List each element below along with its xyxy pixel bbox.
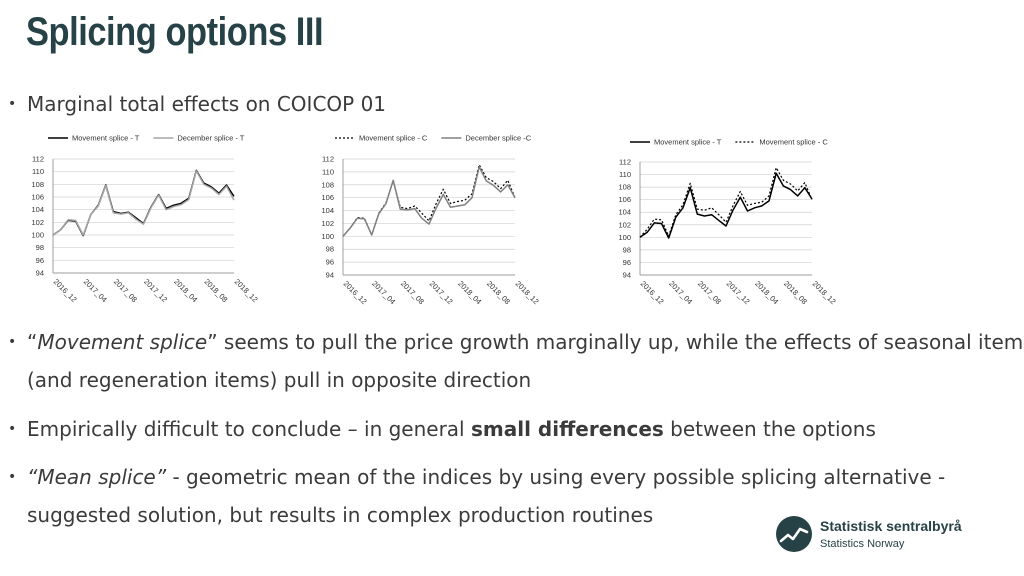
x-tick-label: 2018_12 [811, 279, 838, 306]
text-run: (and regeneration items) pull in opposit… [27, 368, 532, 392]
y-tick-label: 98 [623, 245, 631, 254]
y-tick-label: 102 [31, 218, 44, 227]
y-tick-label: 102 [321, 219, 334, 228]
text-run: ” seems to pull the price growth margina… [207, 330, 1024, 354]
y-tick-label: 104 [618, 208, 631, 217]
legend-label: Movement splice - T [654, 138, 722, 147]
y-tick-label: 100 [31, 231, 44, 240]
series-line [639, 167, 813, 238]
y-tick-label: 102 [618, 220, 631, 229]
x-tick-label: 2018_12 [514, 279, 541, 306]
x-tick-label: 2018_12 [233, 277, 260, 304]
text-run: suggested solution, but results in compl… [27, 503, 654, 527]
y-tick-label: 98 [326, 245, 334, 254]
x-tick-label: 2018_04 [753, 279, 780, 306]
x-tick-label: 2018_04 [456, 279, 483, 306]
x-tick-label: 2016_12 [52, 277, 79, 304]
text-run-bold: small differences [470, 417, 664, 441]
x-tick-label: 2018_08 [202, 277, 229, 304]
x-tick-label: 2016_12 [342, 279, 369, 306]
series-line [342, 164, 516, 237]
y-tick-label: 100 [321, 232, 334, 241]
y-tick-label: 96 [36, 256, 44, 265]
text-run: between the options [663, 417, 876, 441]
text-run: - geometric mean of the indices by using… [166, 465, 946, 489]
y-tick-label: 106 [31, 193, 44, 202]
y-tick-label: 96 [623, 258, 631, 267]
bullet-dot: • [8, 334, 17, 350]
y-tick-label: 100 [618, 233, 631, 242]
y-tick-label: 94 [623, 271, 631, 280]
y-tick-label: 106 [321, 193, 334, 202]
legend-label: December splice - T [177, 134, 244, 143]
logo-zigzag-icon [779, 527, 809, 543]
y-tick-label: 112 [32, 155, 44, 164]
y-tick-label: 96 [326, 258, 334, 267]
ssb-logo-icon [776, 516, 812, 552]
y-tick-label: 104 [31, 205, 44, 214]
x-tick-label: 2017_08 [399, 279, 426, 306]
y-tick-label: 110 [619, 170, 631, 179]
y-tick-label: 108 [321, 180, 334, 189]
y-tick-label: 112 [322, 155, 334, 164]
y-tick-label: 110 [32, 167, 44, 176]
ssb-logo: Statistisk sentralbyrå Statistics Norway [776, 516, 996, 560]
y-tick-label: 108 [31, 180, 44, 189]
y-tick-label: 94 [326, 271, 334, 280]
y-tick-label: 106 [618, 195, 631, 204]
legend-label: Movement splice - C [759, 138, 828, 147]
text-run-italic: “Mean splice” [27, 465, 167, 489]
x-tick-label: 2016_12 [639, 279, 666, 306]
x-tick-label: 2018_08 [782, 279, 809, 306]
y-tick-label: 110 [322, 167, 334, 176]
text-run: Empirically difficult to conclude – in g… [27, 417, 471, 441]
x-tick-label: 2017_12 [725, 279, 752, 306]
legend-label: Movement splice - C [359, 134, 428, 143]
y-tick-label: 94 [36, 269, 44, 278]
text-run-italic: Movement splice [37, 330, 208, 354]
x-tick-label: 2017_04 [667, 279, 694, 306]
legend-label: Movement splice - T [72, 134, 140, 143]
x-tick-label: 2017_12 [428, 279, 455, 306]
bullet-text: “Movement splice” seems to pull the pric… [27, 323, 1024, 399]
x-tick-label: 2017_04 [370, 279, 397, 306]
y-tick-label: 108 [618, 183, 631, 192]
series-line [639, 172, 813, 239]
y-tick-label: 112 [619, 158, 631, 167]
x-tick-label: 2017_08 [696, 279, 723, 306]
text-run: “ [27, 330, 38, 354]
legend-label: December splice -C [465, 134, 531, 143]
series-line [52, 169, 235, 237]
slide-title: Splicing options III [26, 10, 324, 54]
logo-name-no: Statistisk sentralbyrå [820, 518, 962, 534]
bullet-text: Marginal total effects on COICOP 01 [27, 92, 387, 116]
logo-name-en: Statistics Norway [820, 538, 905, 550]
x-tick-label: 2017_08 [112, 277, 139, 304]
y-tick-label: 98 [36, 243, 44, 252]
x-tick-label: 2017_04 [82, 277, 109, 304]
bullet-text: Empirically difficult to conclude – in g… [27, 410, 876, 448]
bullet-text: “Mean splice” - geometric mean of the in… [27, 458, 945, 534]
x-tick-label: 2018_04 [172, 277, 199, 304]
x-tick-label: 2018_08 [485, 279, 512, 306]
series-line [52, 170, 235, 236]
bullet-dot: • [8, 96, 17, 112]
series-line [342, 165, 516, 237]
y-tick-label: 104 [321, 206, 334, 215]
x-tick-label: 2017_12 [142, 277, 169, 304]
bullet-dot: • [8, 469, 17, 485]
bullet-dot: • [8, 421, 17, 437]
